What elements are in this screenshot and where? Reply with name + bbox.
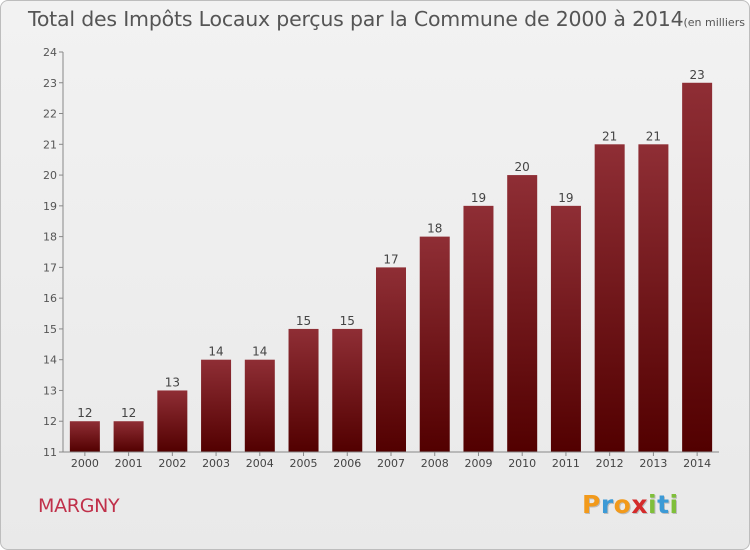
bar-value-label: 14	[252, 345, 267, 359]
logo-letter: x	[631, 490, 648, 519]
bars-group: 12 12 13 14 14 15 15 17 18 19 20 19 21 21 23	[69, 68, 713, 453]
y-tick-label: 18	[43, 231, 57, 244]
x-tick-label: 2006	[333, 457, 361, 470]
chart-title: Total des Impôts Locaux perçus par la Co…	[28, 7, 684, 31]
bar-value-label: 12	[77, 406, 92, 420]
x-axis: 2000 2001 2002 2003 2004 2005 2006 2007 2008 2009…	[63, 451, 719, 470]
y-tick-label: 23	[43, 77, 57, 90]
bar	[332, 328, 363, 452]
bar	[682, 82, 713, 453]
bar-value-label: 21	[602, 129, 617, 143]
x-tick-label: 2013	[639, 457, 667, 470]
bar-value-label: 19	[471, 191, 486, 205]
x-tick-label: 2000	[71, 457, 99, 470]
bar-value-label: 13	[165, 375, 180, 389]
x-tick-label: 2005	[290, 457, 318, 470]
y-tick-label: 11	[43, 446, 57, 459]
y-tick-label: 22	[43, 108, 57, 121]
bar	[113, 421, 144, 452]
bar-value-label: 12	[121, 406, 136, 420]
bar	[550, 205, 581, 452]
bar-value-label: 23	[689, 68, 704, 82]
logo-letter: P	[582, 490, 601, 519]
bar-value-label: 18	[427, 222, 442, 236]
logo-letter: i	[669, 490, 679, 519]
bar	[69, 421, 100, 452]
proxiti-logo: Proxiti	[582, 490, 679, 519]
logo-letter: r	[600, 490, 614, 519]
x-tick-label: 2003	[202, 457, 230, 470]
bar-value-label: 19	[558, 191, 573, 205]
x-tick-label: 2002	[158, 457, 186, 470]
y-tick-label: 16	[43, 292, 57, 305]
x-tick-label: 2007	[377, 457, 405, 470]
y-tick-label: 13	[43, 384, 57, 397]
x-tick-label: 2011	[552, 457, 580, 470]
bar-value-label: 17	[383, 252, 398, 266]
y-tick-label: 17	[43, 261, 57, 274]
x-tick-label: 2001	[115, 457, 143, 470]
bar	[157, 390, 188, 452]
bar	[638, 144, 669, 453]
y-tick-label: 14	[43, 354, 57, 367]
y-tick-label: 19	[43, 200, 57, 213]
x-tick-label: 2012	[596, 457, 624, 470]
bar	[376, 267, 406, 452]
commune-name: MARGNY	[38, 495, 120, 517]
x-tick-label: 2009	[464, 457, 492, 470]
x-tick-label: 2004	[246, 457, 274, 470]
chart-unit: (en milliers d'€)	[683, 16, 749, 29]
bar-value-label: 20	[515, 160, 530, 174]
bar	[419, 236, 450, 452]
y-tick-label: 21	[43, 138, 57, 151]
bar	[288, 328, 319, 452]
x-tick-label: 2010	[508, 457, 536, 470]
x-tick-label: 2014	[683, 457, 711, 470]
x-tick-label: 2008	[421, 457, 449, 470]
bar	[507, 175, 538, 453]
bar-value-label: 15	[296, 314, 311, 328]
bar	[201, 359, 232, 452]
y-axis: 11 12 13 14 15 16 17 18 19 20 21 22 23 24	[43, 46, 64, 459]
logo-letter: i	[648, 490, 658, 519]
bar	[594, 144, 625, 453]
logo-letter: o	[613, 490, 632, 519]
bar	[463, 205, 494, 452]
y-tick-label: 12	[43, 415, 57, 428]
y-tick-label: 24	[43, 46, 57, 59]
bar-value-label: 15	[340, 314, 355, 328]
chart-title-block: Total des Impôts Locaux perçus par la Co…	[28, 7, 749, 31]
bar	[244, 359, 275, 452]
y-tick-label: 20	[43, 169, 57, 182]
logo-letter: t	[657, 490, 670, 519]
bar-value-label: 21	[646, 129, 661, 143]
y-tick-label: 15	[43, 323, 57, 336]
bar-value-label: 14	[208, 345, 223, 359]
